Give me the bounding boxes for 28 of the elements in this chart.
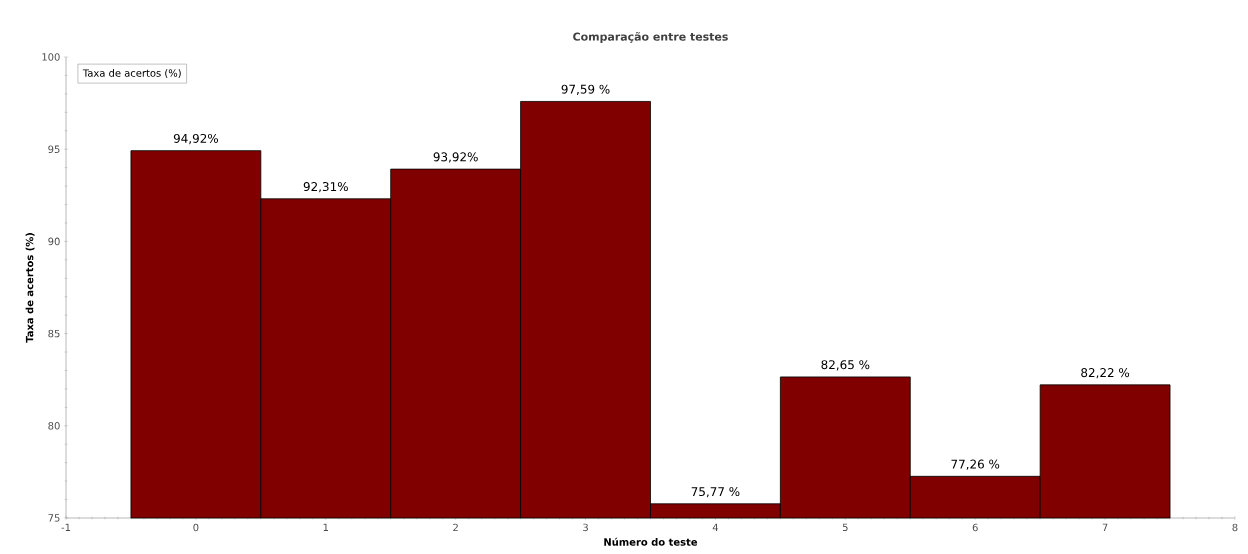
data-label: 93,92%	[433, 152, 478, 163]
x-tick-label: 3	[583, 523, 588, 532]
data-label: 94,92%	[173, 133, 219, 145]
x-axis-title: Número do teste	[604, 537, 698, 546]
x-tick-label: 1	[323, 523, 329, 531]
x-tick-label: 2	[453, 523, 458, 532]
y-axis-title: Taxa de acertos (%)	[25, 233, 35, 343]
y-tick-label: 85	[48, 329, 60, 338]
x-tick-label: 4	[712, 523, 719, 531]
data-label: 82,65 %	[821, 360, 870, 371]
chart-title: Comparação entre testes	[573, 32, 728, 43]
x-tick-label: 6	[972, 523, 978, 532]
data-label: 82,22 %	[1081, 368, 1130, 379]
x-tick-label: 7	[1102, 523, 1108, 531]
x-tick-label: 5	[842, 523, 848, 532]
x-tick-label: -1	[61, 523, 71, 531]
x-tick-label: 0	[193, 523, 199, 532]
y-tick-label: 90	[48, 237, 60, 246]
data-label: 75,77 %	[691, 487, 740, 498]
y-tick-label: 100	[42, 53, 60, 61]
y-tick-label: 80	[48, 422, 60, 430]
y-tick-label: 75	[48, 514, 60, 522]
data-label: 97,59 %	[561, 84, 610, 95]
text: Taxa de acertos (%)	[82, 69, 181, 78]
data-label: 77,26 %	[951, 459, 1000, 470]
data-label: 92,31%	[303, 182, 348, 193]
x-tick-label: 8	[1232, 523, 1238, 532]
y-tick-label: 95	[48, 145, 60, 153]
